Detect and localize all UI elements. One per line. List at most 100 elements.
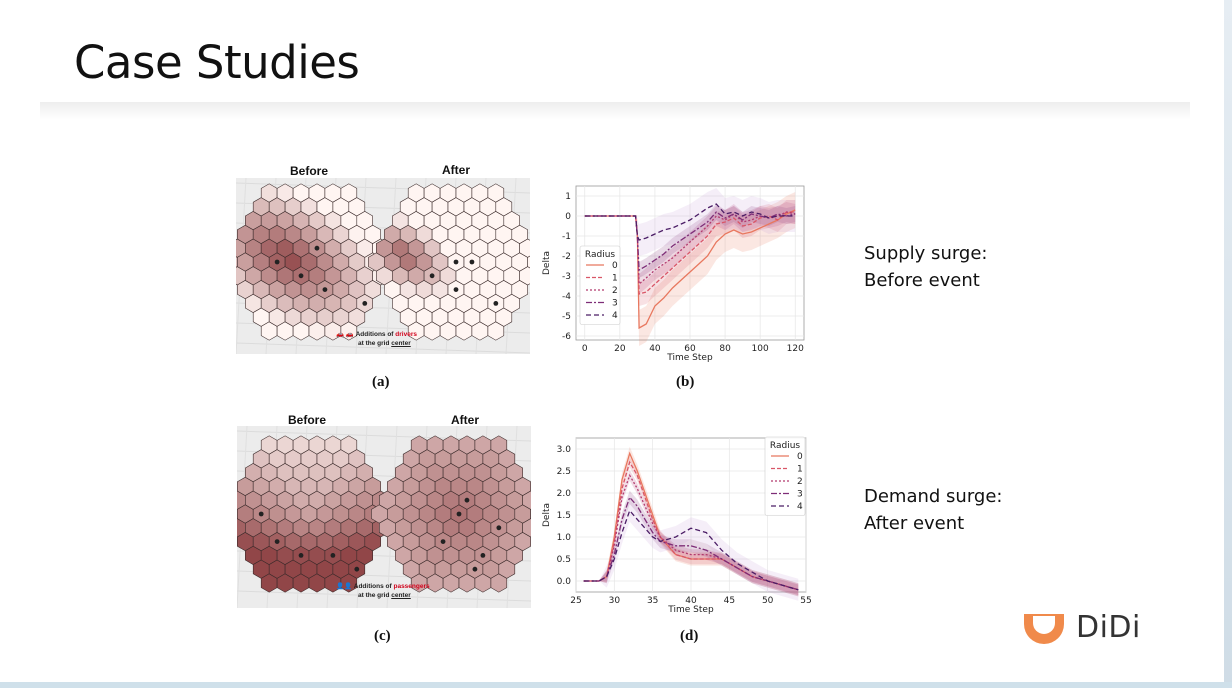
hex-map-drivers	[236, 178, 530, 354]
y-tick-label: 3.0	[557, 445, 572, 455]
caption-c: (c)	[374, 628, 391, 644]
x-tick-label: 35	[647, 596, 658, 606]
x-tick-label: 20	[614, 344, 626, 354]
x-tick-label: 25	[570, 596, 581, 606]
window-edge-bottom	[0, 682, 1232, 688]
y-tick-label: 1	[565, 192, 571, 202]
vehicle-icon	[274, 539, 280, 544]
legend-entry: 1	[797, 465, 803, 475]
caption-d: (d)	[680, 628, 699, 644]
title-divider	[40, 102, 1190, 120]
series-band	[583, 446, 799, 597]
series-line-3	[584, 211, 796, 272]
legend-entry: 0	[797, 452, 803, 462]
y-tick-label: 2.5	[557, 467, 571, 477]
map-a-before-label: Before	[290, 164, 329, 178]
map-a-legend: 🚗 🚗 Additions of drivers at the grid cen…	[336, 330, 466, 348]
legend-line2: at the grid	[358, 340, 392, 347]
y-tick-label: 1.0	[557, 533, 572, 543]
y-axis-label: Delta	[542, 251, 552, 275]
hex-cell	[519, 238, 530, 258]
hex-cell	[527, 255, 530, 269]
hex-map-svg	[237, 426, 531, 608]
x-tick-label: 100	[752, 344, 769, 354]
legend-line2: at the grid	[358, 592, 392, 599]
vehicle-icon	[456, 511, 462, 517]
street-line	[236, 342, 530, 354]
x-tick-label: 40	[649, 344, 661, 354]
hex-map-svg	[236, 178, 530, 354]
series-band	[583, 470, 799, 596]
legend-highlight: passengers	[393, 583, 430, 590]
legend-highlight: drivers	[395, 331, 417, 338]
legend-prefix: Additions of	[353, 583, 394, 590]
legend-title: Radius	[770, 441, 800, 451]
didi-logo-mark	[1024, 614, 1064, 644]
x-tick-label: 40	[685, 596, 697, 606]
series-band	[584, 202, 796, 294]
legend-entry: 4	[797, 502, 803, 512]
legend-prefix: Additions of	[355, 331, 396, 338]
legend-entry: 3	[797, 490, 803, 500]
demand-line1: Demand surge:	[864, 486, 1003, 507]
vehicle-icon	[469, 259, 475, 265]
legend-entry: 1	[612, 274, 618, 284]
y-tick-label: -5	[562, 312, 571, 322]
series-band	[583, 456, 799, 596]
vehicle-icon	[322, 287, 328, 292]
legend-entry: 4	[612, 311, 618, 321]
series-line-4	[583, 509, 799, 591]
y-tick-label: -6	[562, 332, 571, 342]
y-tick-label: 2.0	[557, 489, 572, 499]
supply-line1: Supply surge:	[864, 243, 988, 264]
series-line-0	[584, 209, 796, 330]
hex-cell	[522, 490, 531, 510]
x-tick-label: 50	[762, 596, 774, 606]
hex-map-passengers	[237, 426, 531, 608]
didi-logo-text: DiDi	[1076, 609, 1141, 645]
x-tick-label: 55	[800, 596, 811, 606]
y-axis-label: Delta	[542, 503, 552, 527]
legend-line2-word: center	[391, 340, 411, 347]
map-a-after-label: After	[442, 163, 471, 177]
map-c-before-label: Before	[288, 413, 327, 427]
chart-svg: 25 30 35 40 45 50 553.02.52.01.51.00.50.0Time …	[542, 436, 812, 614]
chart-supply-surge: 0 20 40 60 80 100 120 1 0 -1 -2 -3 -4 -5 -6 Time Step De…	[540, 180, 810, 362]
x-tick-label: 0	[582, 344, 588, 354]
vehicle-icon	[298, 553, 304, 558]
y-tick-label: 0.0	[557, 577, 572, 587]
map-c-after-label: After	[451, 413, 480, 427]
caption-a: (a)	[372, 374, 390, 390]
legend-person-icon: 👤👤	[336, 583, 354, 590]
y-tick-label: 0	[565, 212, 571, 222]
legend-car-icon: 🚗 🚗	[336, 331, 356, 338]
vehicle-icon	[496, 525, 502, 531]
y-tick-label: 1.5	[557, 511, 571, 521]
x-tick-label: 30	[609, 596, 621, 606]
vehicle-icon	[472, 566, 478, 572]
y-tick-label: 0.5	[557, 555, 571, 565]
legend-line2-word: center	[391, 592, 411, 599]
vehicle-icon	[274, 259, 280, 265]
slide-title: Case Studies	[74, 36, 360, 89]
vehicle-icon	[330, 553, 336, 558]
series-line-4	[584, 203, 796, 241]
vehicle-icon	[429, 273, 435, 279]
vehicle-icon	[464, 497, 470, 503]
vehicle-icon	[314, 245, 320, 251]
series-band	[584, 204, 796, 278]
vehicle-icon	[453, 259, 459, 265]
legend-entry: 0	[612, 261, 618, 271]
supply-line2: Before event	[864, 270, 980, 291]
x-tick-label: 45	[724, 596, 735, 606]
y-tick-label: -3	[562, 272, 571, 282]
series-band	[583, 499, 799, 601]
vehicle-icon	[480, 553, 486, 558]
series-band	[583, 490, 799, 597]
y-tick-label: -4	[562, 292, 571, 302]
y-tick-label: -2	[562, 252, 571, 262]
legend-entry: 3	[612, 299, 618, 309]
demand-surge-label: Demand surge: After event	[864, 483, 1003, 537]
vehicle-icon	[354, 566, 360, 572]
